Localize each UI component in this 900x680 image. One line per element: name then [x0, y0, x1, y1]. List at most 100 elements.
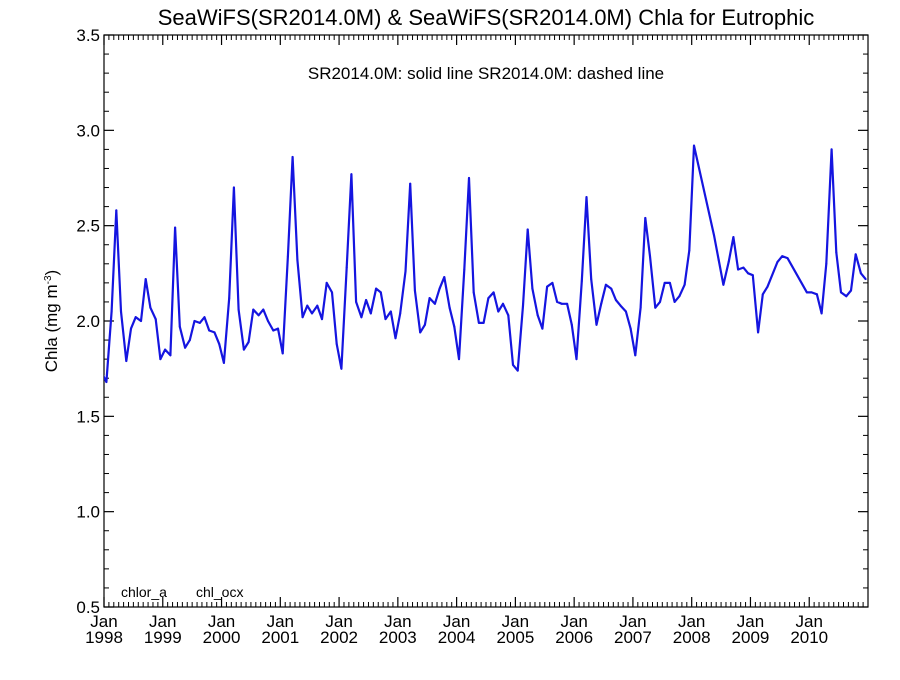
- data-point: [345, 266, 348, 269]
- data-point: [198, 321, 201, 324]
- data-point: [663, 281, 666, 284]
- data-point: [751, 274, 754, 277]
- data-point: [781, 255, 784, 258]
- data-point: [639, 306, 642, 309]
- data-point: [355, 300, 358, 303]
- data-point: [365, 299, 368, 301]
- data-point: [134, 316, 137, 319]
- data-point: [291, 156, 294, 158]
- data-point: [659, 300, 661, 303]
- data-point: [815, 293, 818, 296]
- y-axis-label-superscript: -3: [43, 275, 54, 284]
- data-point: [835, 251, 838, 254]
- data-point: [384, 318, 387, 321]
- x-tick-label-month: Jan: [384, 612, 411, 631]
- data-point: [693, 144, 695, 147]
- data-point: [306, 304, 309, 307]
- x-tick-label-year: 1999: [144, 628, 182, 647]
- data-point: [154, 318, 157, 321]
- data-point: [316, 304, 319, 307]
- data-point: [144, 278, 147, 281]
- data-point: [551, 281, 554, 284]
- data-point: [654, 306, 657, 309]
- data-point: [522, 304, 524, 307]
- data-point: [331, 291, 333, 294]
- data-point: [262, 308, 265, 311]
- x-tick-label-month: Jan: [796, 612, 823, 631]
- data-point: [742, 266, 745, 269]
- data-point: [164, 348, 167, 351]
- data-point: [301, 316, 304, 319]
- data-point: [213, 331, 216, 334]
- data-point: [203, 316, 206, 319]
- data-point: [526, 228, 529, 231]
- x-tick-label-year: 1998: [85, 628, 123, 647]
- data-point: [604, 283, 607, 286]
- y-tick-label: 2.0: [76, 312, 100, 331]
- data-point: [825, 262, 828, 265]
- y-tick-label: 3.5: [76, 26, 100, 45]
- x-tick-label-month: Jan: [149, 612, 176, 631]
- data-point: [321, 318, 323, 321]
- data-point: [688, 249, 691, 252]
- x-tick-label-year: 2010: [790, 628, 828, 647]
- data-point: [105, 381, 108, 383]
- y-tick-label: 0.5: [76, 598, 100, 617]
- data-point: [766, 285, 769, 288]
- data-point: [566, 302, 569, 305]
- data-point: [536, 314, 539, 317]
- data-point: [805, 291, 808, 294]
- series-layer: [104, 144, 867, 384]
- x-tick-label-month: Jan: [560, 612, 587, 631]
- data-point: [840, 291, 842, 294]
- x-tick-label-year: 2002: [320, 628, 358, 647]
- data-point: [458, 358, 460, 361]
- data-point: [531, 287, 534, 290]
- data-point: [169, 354, 172, 357]
- data-point: [281, 352, 284, 355]
- data-point: [394, 337, 397, 340]
- y-axis-label-main: Chla (mg m: [42, 284, 61, 372]
- x-tick-label-year: 2004: [438, 628, 476, 647]
- data-point: [296, 259, 299, 261]
- x-tick-label-month: Jan: [443, 612, 470, 631]
- data-point: [502, 302, 504, 305]
- data-point: [713, 234, 715, 237]
- data-point: [600, 302, 603, 305]
- data-point: [443, 276, 446, 279]
- data-point: [644, 217, 647, 219]
- data-point: [350, 173, 353, 176]
- data-point: [389, 310, 392, 313]
- data-point: [649, 255, 651, 258]
- data-point: [433, 302, 436, 305]
- x-tick-label-month: Jan: [208, 612, 235, 631]
- data-point: [286, 255, 289, 258]
- x-tick-label-year: 2007: [614, 628, 652, 647]
- data-point: [404, 270, 407, 273]
- data-point: [820, 312, 823, 315]
- data-point: [717, 259, 720, 261]
- data-point: [335, 342, 338, 345]
- chart-title: SeaWiFS(SR2014.0M) & SeaWiFS(SR2014.0M) …: [158, 5, 815, 30]
- data-point: [232, 186, 235, 189]
- data-point: [340, 367, 343, 370]
- data-point: [516, 369, 519, 372]
- data-point: [845, 295, 848, 298]
- x-tick-label-month: Jan: [619, 612, 646, 631]
- legend: chlor_a chl_ocx: [121, 584, 243, 600]
- legend-entry-chlor-a: chlor_a: [121, 584, 167, 600]
- data-point: [149, 306, 152, 309]
- y-axis-label-close: ): [42, 270, 61, 276]
- x-tick-label-year: 2000: [203, 628, 241, 647]
- data-point: [575, 358, 578, 361]
- data-point: [634, 354, 637, 357]
- data-point: [399, 312, 402, 315]
- data-point: [624, 310, 627, 313]
- data-point: [184, 346, 187, 349]
- data-point: [423, 323, 426, 326]
- data-point: [830, 148, 833, 151]
- data-point: [747, 272, 750, 275]
- data-point: [120, 310, 122, 313]
- data-point: [673, 300, 676, 303]
